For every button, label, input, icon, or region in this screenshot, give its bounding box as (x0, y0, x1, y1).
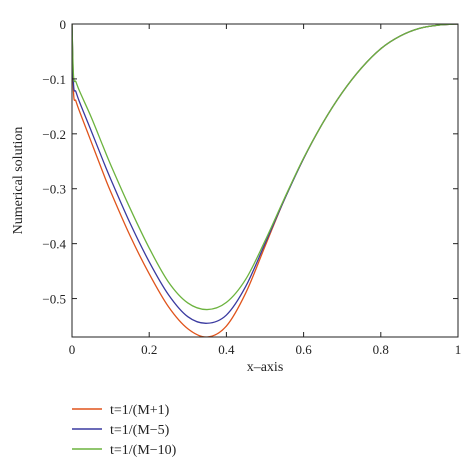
y-tick-label: −0.2 (42, 127, 66, 142)
x-tick-label: 0.8 (373, 342, 389, 357)
x-tick-label: 0.4 (218, 342, 235, 357)
series-line-3 (72, 24, 458, 311)
series-line-1 (72, 24, 458, 337)
x-tick-label: 0.2 (141, 342, 157, 357)
legend-label: t=1/(M−5) (110, 423, 170, 438)
y-tick-label: −0.4 (42, 237, 66, 252)
y-tick-label: 0 (60, 17, 67, 32)
y-tick-label: −0.1 (42, 72, 66, 87)
x-tick-label: 0 (69, 342, 76, 357)
legend-label: t=1/(M−10) (110, 443, 177, 458)
y-tick-label: −0.5 (42, 292, 66, 307)
legend: t=1/(M+1) t=1/(M−5) t=1/(M−10) (72, 403, 177, 458)
x-axis-label: x–axis (247, 360, 284, 375)
series-line-2 (72, 24, 458, 324)
y-tick-label: −0.3 (42, 182, 66, 197)
plot-frame (71, 23, 459, 338)
x-tick-label: 1 (455, 342, 462, 357)
x-tick-label: 0.6 (295, 342, 312, 357)
y-axis-label: Numerical solution (11, 127, 26, 235)
legend-label: t=1/(M+1) (110, 403, 170, 418)
